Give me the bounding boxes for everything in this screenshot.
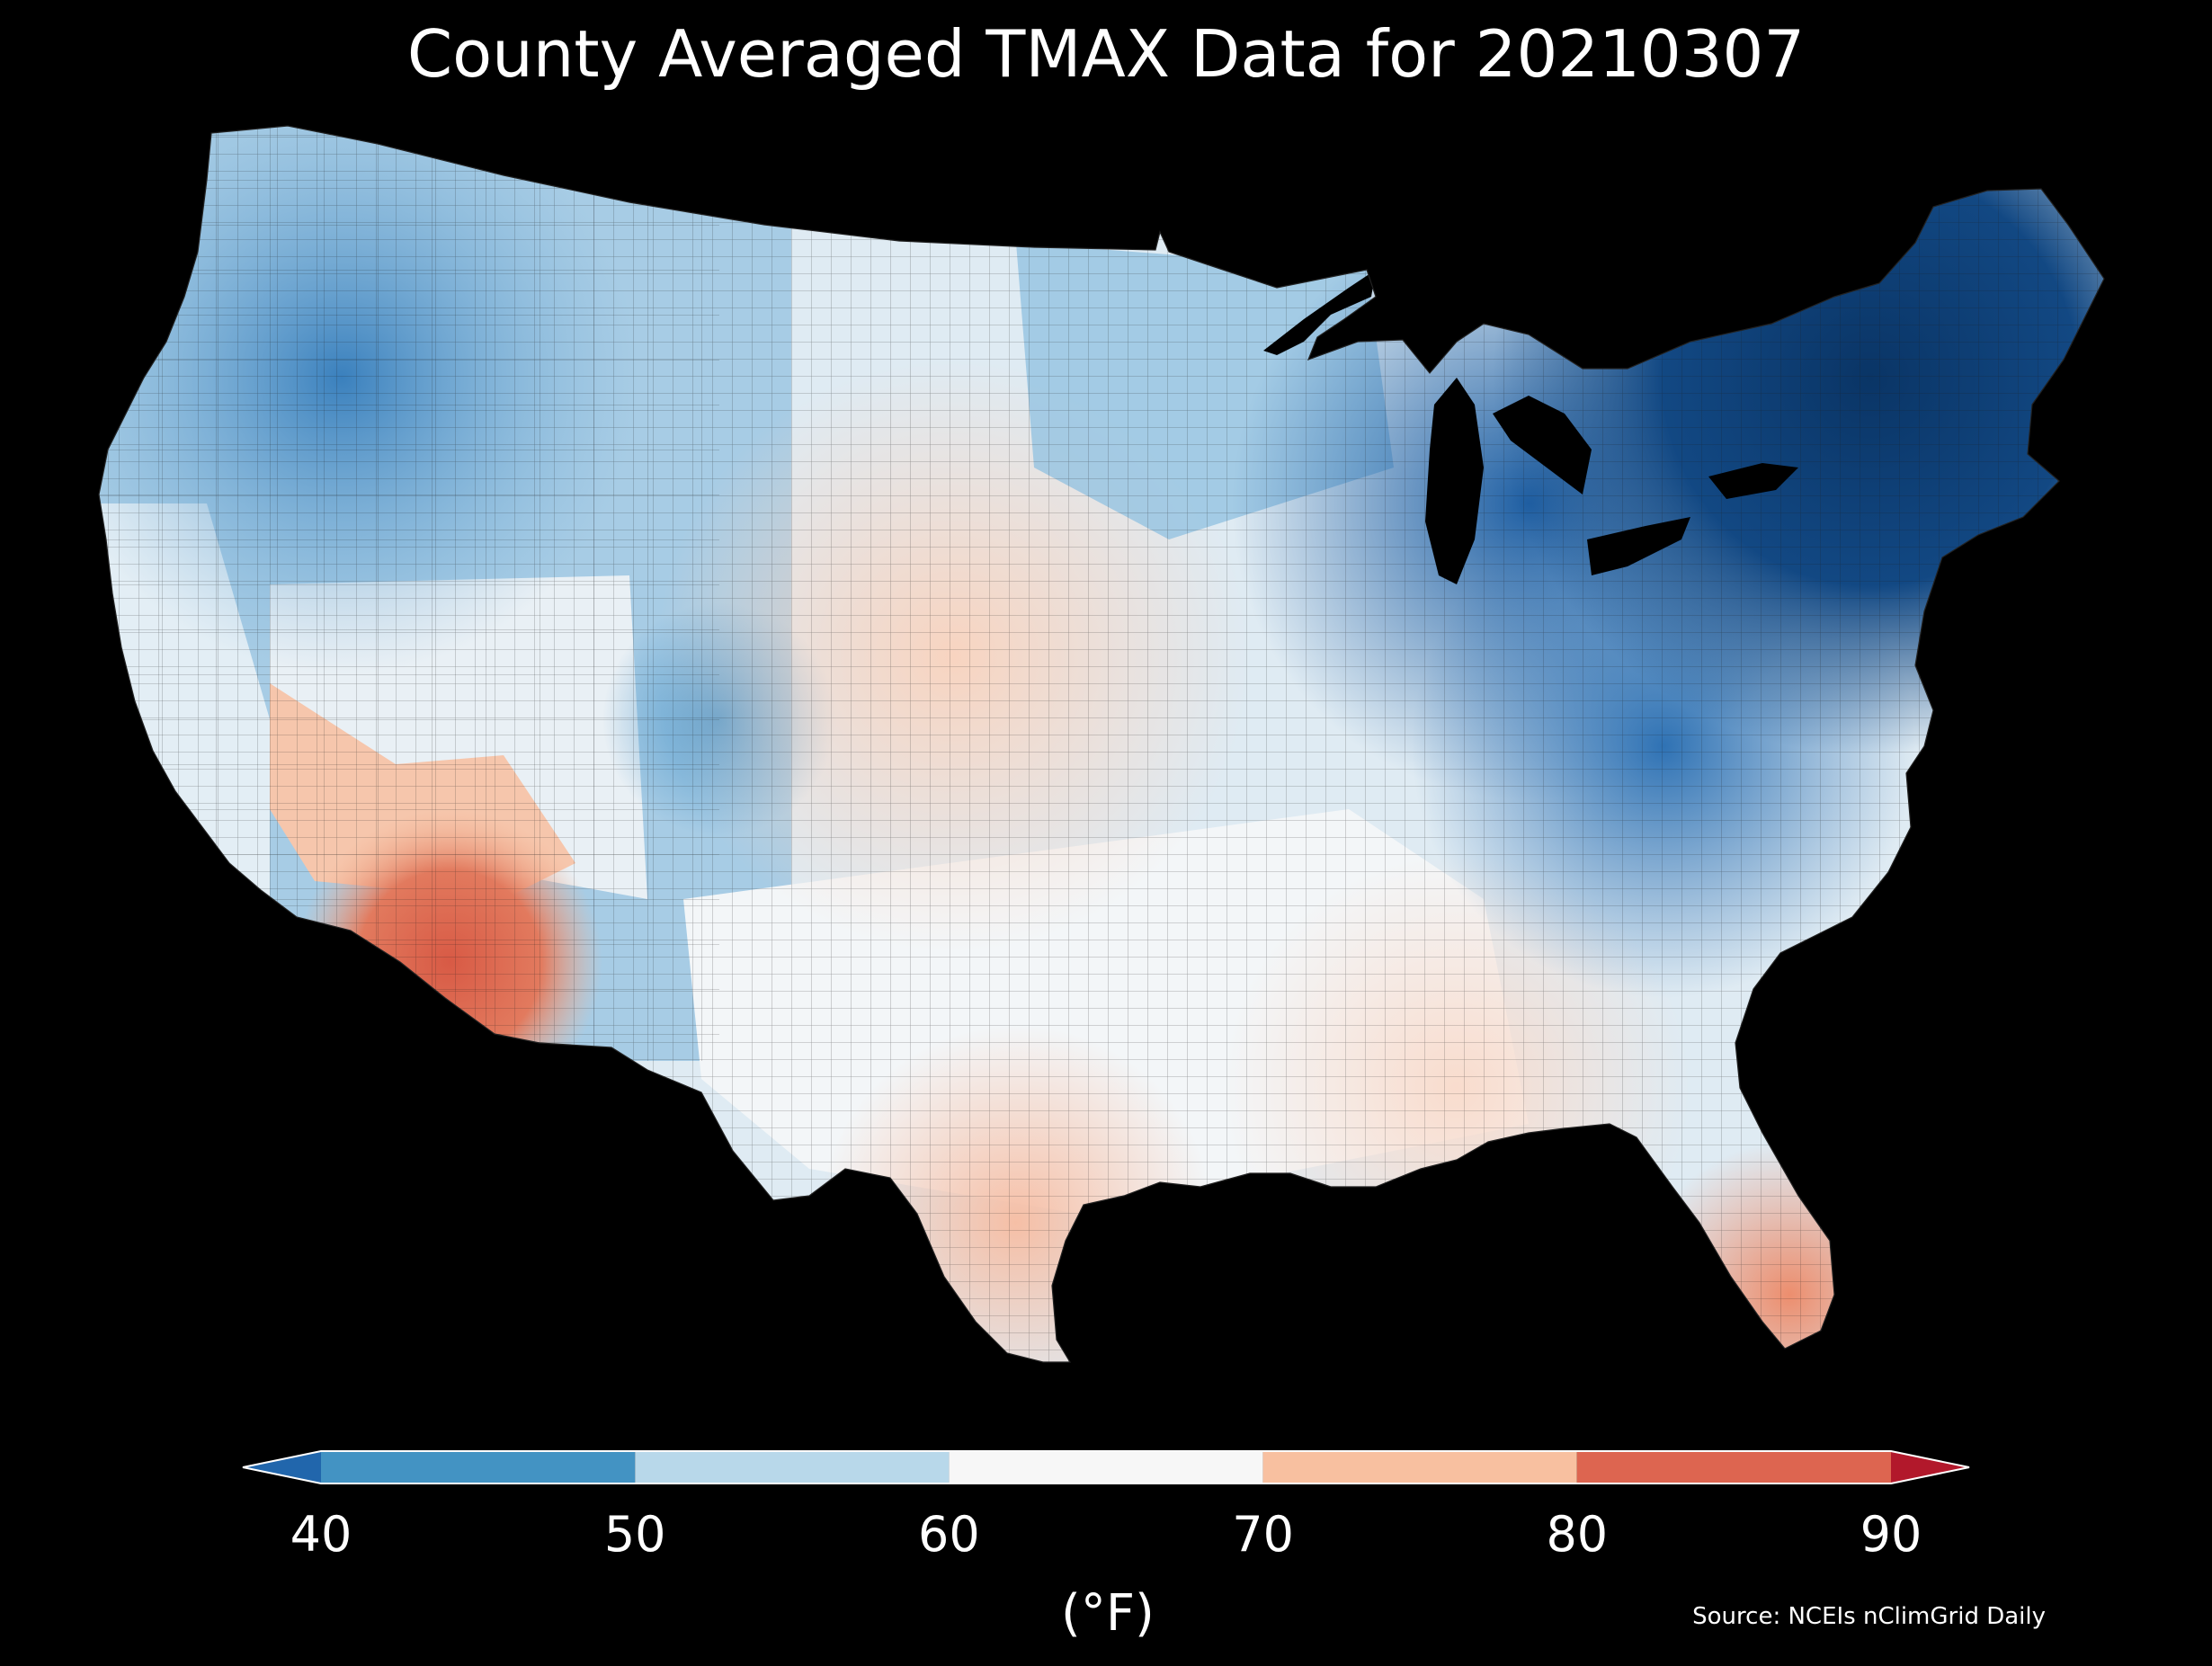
- source-credit: Source: NCEIs nClimGrid Daily: [1692, 1603, 2046, 1630]
- colorbar-tick-90: 90: [1860, 1506, 1922, 1563]
- colorbar-bin-40-50: [321, 1451, 636, 1483]
- colorbar-over-arrow: [1891, 1451, 1969, 1483]
- us-counties: [99, 126, 2104, 1362]
- map-title: County Averaged TMAX Data for 20210307: [406, 16, 1806, 92]
- colorbar-tick-40: 40: [290, 1506, 352, 1563]
- colorbar-tick-70: 70: [1232, 1506, 1294, 1563]
- colorbar-tick-60: 60: [918, 1506, 980, 1563]
- colorbar-bin-70-80: [1262, 1451, 1577, 1483]
- colorbar-tick-80: 80: [1546, 1506, 1609, 1563]
- colorbar-bin-60-70: [949, 1451, 1263, 1483]
- colorbar-unit-label: (°F): [1061, 1584, 1155, 1643]
- colorbar: [242, 1450, 1970, 1484]
- choropleth-map: [98, 125, 2105, 1363]
- great-lakes: [1263, 270, 1798, 584]
- colorbar-bin-80-90: [1576, 1451, 1891, 1483]
- colorbar-bin-50-60: [635, 1451, 950, 1483]
- colorbar-under-arrow: [243, 1451, 321, 1483]
- colorbar-tick-50: 50: [603, 1506, 666, 1563]
